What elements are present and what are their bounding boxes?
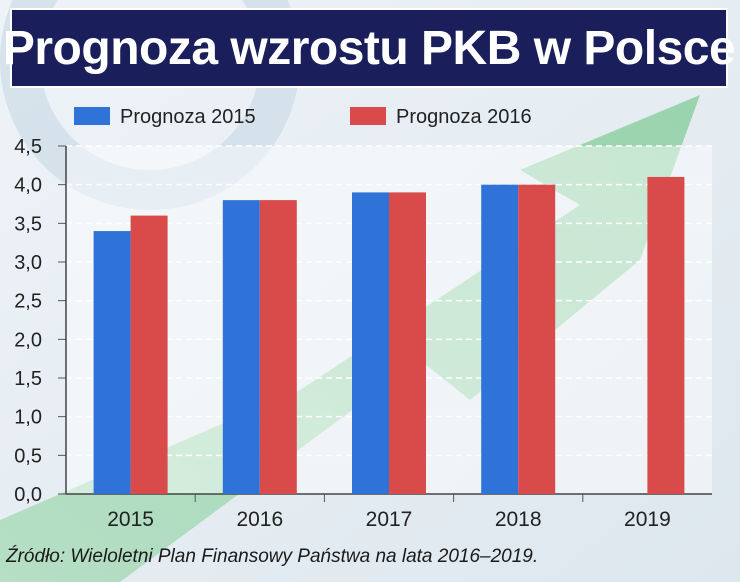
bar-prognoza-2016-2016 [259, 200, 297, 494]
x-tick-label: 2018 [495, 508, 542, 531]
page-title: Prognoza wzrostu PKB w Polsce [2, 21, 736, 75]
bar-prognoza-2015-2018 [481, 184, 519, 494]
y-tick-label: 1,5 [14, 368, 42, 390]
y-tick-label: 0,0 [14, 484, 42, 506]
x-tick-label: 2019 [624, 508, 671, 531]
source-note: Źródło: Wieloletni Plan Finansowy Państw… [6, 546, 539, 567]
x-tick-label: 2016 [236, 508, 283, 531]
y-tick-label: 2,0 [14, 329, 42, 351]
legend-label: Prognoza 2016 [396, 106, 532, 128]
title-banner: Prognoza wzrostu PKB w Polsce [3, 8, 736, 88]
y-tick-label: 2,5 [14, 291, 42, 313]
bar-prognoza-2015-2016 [222, 200, 260, 494]
y-tick-label: 4,0 [14, 175, 42, 197]
bar-prognoza-2016-2019 [647, 176, 685, 494]
bar-prognoza-2016-2015 [130, 215, 168, 494]
bar-prognoza-2016-2018 [518, 184, 556, 494]
bar-chart: 0,0 0,5 1,0 1,5 2,0 2,5 3,0 3,5 4,0 4,5 2015 2016 20… [14, 106, 712, 531]
y-tick-label: 1,0 [14, 407, 42, 429]
bar-prognoza-2015-2015 [93, 231, 131, 495]
legend-swatch [74, 107, 110, 125]
legend-label: Prognoza 2015 [120, 106, 256, 128]
y-tick-label: 0,5 [14, 445, 42, 467]
x-tick-label: 2015 [107, 508, 154, 531]
x-tick-label: 2017 [366, 508, 413, 531]
y-tick-label: 3,5 [14, 213, 42, 235]
bar-prognoza-2015-2017 [352, 192, 389, 494]
y-tick-label: 3,0 [14, 252, 42, 274]
y-tick-label: 4,5 [14, 136, 42, 158]
growth-arrow-shape [0, 95, 700, 582]
legend-swatch [350, 107, 386, 125]
bar-prognoza-2016-2017 [389, 192, 426, 494]
